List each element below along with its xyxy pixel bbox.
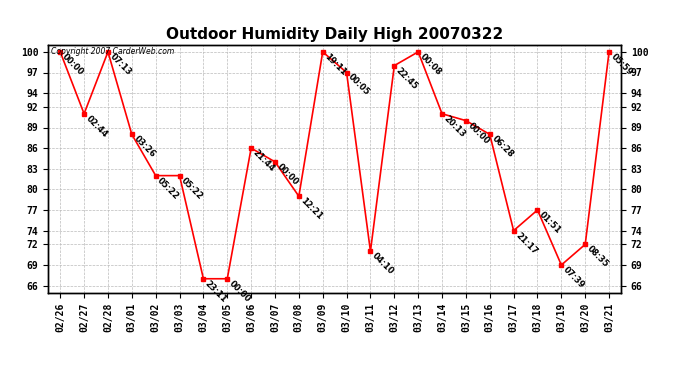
Text: 23:11: 23:11 [204, 279, 228, 304]
Text: 21:44: 21:44 [251, 148, 277, 174]
Text: 02:44: 02:44 [84, 114, 110, 139]
Text: 00:00: 00:00 [60, 52, 86, 77]
Text: 20:13: 20:13 [442, 114, 467, 139]
Text: Copyright 2007 CarderWeb.com: Copyright 2007 CarderWeb.com [51, 48, 175, 57]
Text: 07:13: 07:13 [108, 52, 133, 77]
Text: 08:35: 08:35 [585, 244, 611, 270]
Text: 06:28: 06:28 [490, 134, 515, 160]
Text: 00:00: 00:00 [466, 121, 491, 146]
Text: 00:00: 00:00 [227, 279, 253, 304]
Text: 22:45: 22:45 [394, 66, 420, 91]
Text: 00:05: 00:05 [346, 72, 372, 98]
Text: 05:22: 05:22 [156, 176, 181, 201]
Text: 00:00: 00:00 [275, 162, 300, 187]
Text: 21:17: 21:17 [513, 231, 539, 256]
Text: 07:39: 07:39 [562, 265, 586, 290]
Text: 04:10: 04:10 [371, 251, 395, 276]
Text: 05:22: 05:22 [179, 176, 205, 201]
Text: 12:21: 12:21 [299, 196, 324, 222]
Text: 19:11: 19:11 [323, 52, 348, 77]
Text: 03:26: 03:26 [132, 134, 157, 160]
Title: Outdoor Humidity Daily High 20070322: Outdoor Humidity Daily High 20070322 [166, 27, 503, 42]
Text: 01:51: 01:51 [538, 210, 563, 235]
Text: 00:08: 00:08 [418, 52, 443, 77]
Text: 05:59: 05:59 [609, 52, 634, 77]
